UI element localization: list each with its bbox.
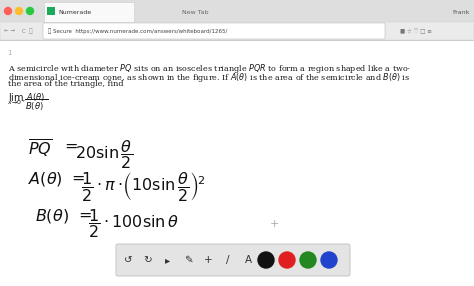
Circle shape — [300, 252, 316, 268]
Text: 🔒 Secure  https://www.numerade.com/answers/whiteboard/1265/: 🔒 Secure https://www.numerade.com/answer… — [48, 28, 228, 34]
Text: $A(\theta)$: $A(\theta)$ — [26, 91, 45, 103]
Bar — [0, 40, 474, 286]
Text: $\dfrac{1}{2}\cdot\pi\cdot\!\left(10\sin\dfrac{\theta}{2}\right)^{\!2}$: $\dfrac{1}{2}\cdot\pi\cdot\!\left(10\sin… — [81, 170, 205, 203]
Text: ↺: ↺ — [124, 255, 132, 265]
Text: $\dfrac{1}{2}\cdot100\sin\theta$: $\dfrac{1}{2}\cdot100\sin\theta$ — [88, 207, 179, 240]
Circle shape — [27, 7, 34, 15]
Text: 1: 1 — [7, 50, 11, 56]
Text: Frank: Frank — [453, 9, 470, 15]
Bar — [0, 22, 474, 40]
Text: $=$: $=$ — [75, 207, 92, 222]
Text: New Tab: New Tab — [182, 9, 208, 15]
Circle shape — [321, 252, 337, 268]
Bar — [0, 40, 474, 41]
Text: A: A — [245, 255, 252, 265]
Text: $=$: $=$ — [61, 138, 78, 153]
Text: $x\!\to\!0^+$: $x\!\to\!0^+$ — [8, 98, 27, 107]
Text: $B(\theta)$: $B(\theta)$ — [25, 100, 44, 112]
FancyBboxPatch shape — [43, 23, 385, 39]
Text: A semicircle with diameter $\mathit{PQ}$ sits on an isosceles triangle $\mathit{: A semicircle with diameter $\mathit{PQ}$… — [8, 62, 411, 75]
Circle shape — [16, 7, 22, 15]
Text: +: + — [270, 219, 279, 229]
Text: $\lim$: $\lim$ — [8, 91, 24, 103]
Text: /: / — [226, 255, 230, 265]
Text: the area of the triangle, find: the area of the triangle, find — [8, 80, 124, 88]
Circle shape — [279, 252, 295, 268]
Text: $\overline{PQ}$: $\overline{PQ}$ — [28, 138, 52, 160]
Circle shape — [258, 252, 274, 268]
FancyBboxPatch shape — [116, 244, 350, 276]
Text: dimensional ice-cream cone, as shown in the figure. If $A(\theta)$ is the area o: dimensional ice-cream cone, as shown in … — [8, 71, 410, 84]
Text: ↻: ↻ — [144, 255, 152, 265]
FancyBboxPatch shape — [47, 7, 55, 15]
Text: C  ⓘ: C ⓘ — [22, 28, 33, 34]
Text: Numerade: Numerade — [58, 9, 91, 15]
Text: $A(\theta)$: $A(\theta)$ — [28, 170, 63, 188]
Text: $B(\theta)$: $B(\theta)$ — [35, 207, 69, 225]
Text: +: + — [204, 255, 212, 265]
Text: ✎: ✎ — [183, 255, 192, 265]
Circle shape — [4, 7, 11, 15]
Text: $20\sin\dfrac{\theta}{2}$: $20\sin\dfrac{\theta}{2}$ — [75, 138, 133, 171]
Text: $=$: $=$ — [68, 170, 85, 185]
Bar — [25, 99, 49, 100]
FancyBboxPatch shape — [44, 2, 134, 22]
Text: ← →: ← → — [4, 29, 15, 33]
Bar — [0, 0, 474, 22]
Text: ■ ☆ ♡ □ ≡: ■ ☆ ♡ □ ≡ — [400, 28, 432, 34]
Text: ▸: ▸ — [165, 255, 171, 265]
